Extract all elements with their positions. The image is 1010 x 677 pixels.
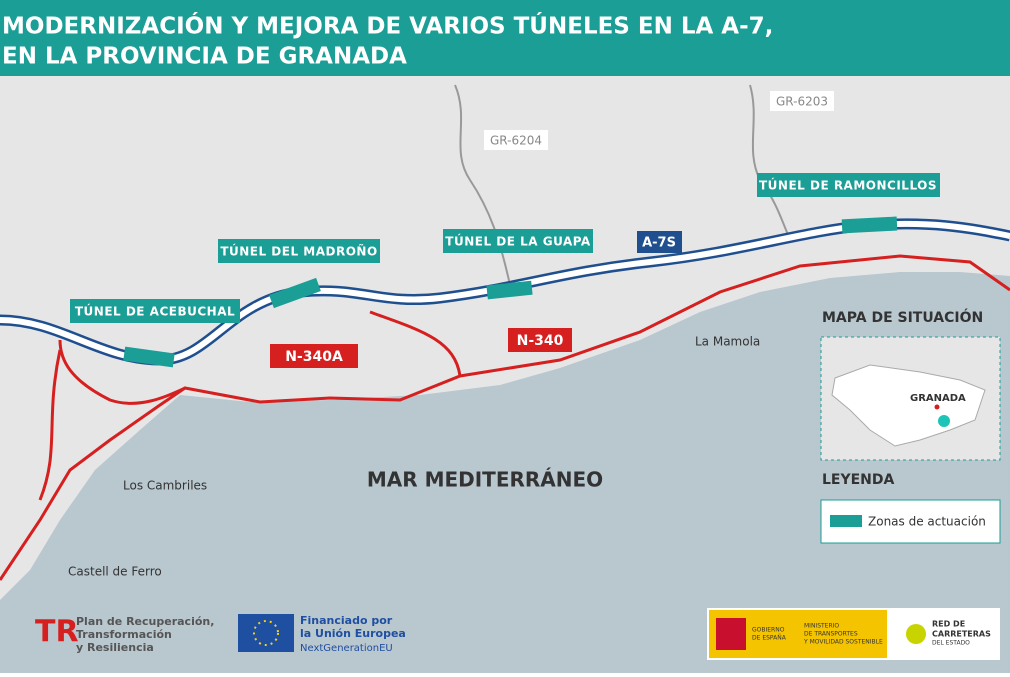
tunnel-label: TÚNEL DE ACEBUCHAL <box>75 304 235 319</box>
red-text: CARRETERAS <box>932 630 991 639</box>
legend-title: LEYENDA <box>822 472 895 488</box>
tunnel-label: TÚNEL DE RAMONCILLOS <box>759 178 937 193</box>
plan-text: y Resiliencia <box>76 641 154 654</box>
eu-stars <box>253 620 279 646</box>
legend-item: Zonas de actuación <box>868 515 986 529</box>
road-label-box <box>770 91 834 111</box>
red-logo-mark <box>906 624 926 644</box>
place-label: La Mamola <box>695 335 760 349</box>
ministry-text: MINISTERIO <box>804 623 839 630</box>
n-340-roads <box>0 254 1010 581</box>
inset-city: GRANADA <box>910 393 966 404</box>
plan-text: Transformación <box>76 628 172 641</box>
zone-dot <box>938 415 950 427</box>
granada-dot <box>934 404 940 410</box>
place-label: Los Cambriles <box>123 479 207 493</box>
tunnel-label: TÚNEL DEL MADROÑO <box>220 244 377 259</box>
tunnel-label-box <box>218 239 380 263</box>
inset-title: MAPA DE SITUACIÓN <box>822 308 983 326</box>
tunnel-label: TÚNEL DE LA GUAPA <box>445 234 591 249</box>
legend-swatch <box>830 515 862 527</box>
road-label: N-340A <box>285 349 343 365</box>
road-label-box <box>270 344 358 368</box>
gov-text: GOBIERNO <box>752 627 785 634</box>
road-label: A-7S <box>642 236 676 251</box>
coat-of-arms <box>716 618 746 650</box>
tunnel-label-box <box>757 173 940 197</box>
road-label-box <box>484 130 548 150</box>
title-line: EN LA PROVINCIA DE GRANADA <box>2 44 407 70</box>
road-label-box <box>508 328 572 352</box>
red-text: DEL ESTADO <box>932 640 970 647</box>
tunnel-label-box <box>70 299 240 323</box>
tunnel-label-box <box>443 229 593 253</box>
sea-label: MAR MEDITERRÁNEO <box>367 468 603 492</box>
eu-text: Financiado por <box>300 614 393 627</box>
tunnel-zones <box>123 216 898 368</box>
gov-text: DE ESPAÑA <box>752 635 787 642</box>
ministry-text: Y MOVILIDAD SOSTENIBLE <box>803 639 883 646</box>
road-label: GR-6204 <box>490 134 542 148</box>
eu-flag <box>238 614 294 652</box>
ministry-text: DE TRANSPORTES <box>804 631 858 638</box>
road-label: N-340 <box>517 333 564 349</box>
sea <box>0 272 1010 673</box>
road-label-box <box>637 231 682 253</box>
plan-logo-mark: TR <box>35 615 79 650</box>
place-label: Castell de Ferro <box>68 565 162 579</box>
plan-text: Plan de Recuperación, <box>76 615 214 628</box>
title-line: MODERNIZACIÓN Y MEJORA DE VARIOS TÚNELES… <box>2 12 773 40</box>
road-label: GR-6203 <box>776 95 828 109</box>
eu-text: NextGenerationEU <box>300 643 393 654</box>
eu-text: la Unión Europea <box>300 627 406 640</box>
header-bar <box>0 0 1010 76</box>
red-text: RED DE <box>932 620 965 629</box>
